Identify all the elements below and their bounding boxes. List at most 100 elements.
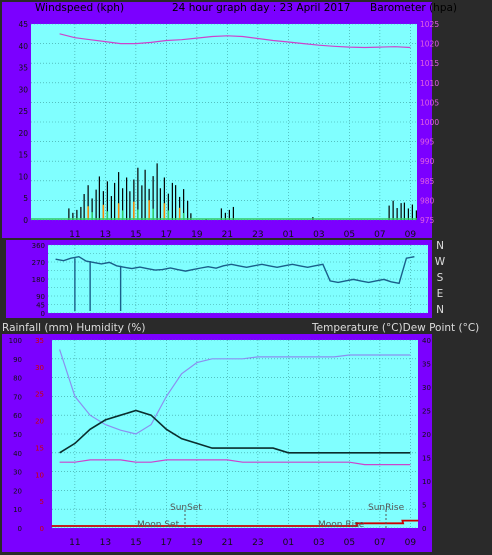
x-tick-label: 01 [283,538,294,548]
rain-tick-label: 15 [35,444,44,452]
humidity-tick-label: 60 [13,412,22,420]
temp-tick-label: 20 [422,431,431,439]
compass-label: N [436,304,444,316]
x-tick-label: 05 [344,230,355,240]
dir-tick-label: 0 [41,310,45,318]
humidity-tick-label: 30 [13,469,22,477]
baro-tick-label: 1015 [420,59,439,68]
temp-tick-label: 40 [422,337,431,345]
wind-tick-label: 15 [18,151,28,160]
temp-tick-label: 10 [422,478,431,486]
baro-tick-label: 1025 [420,20,439,29]
baro-tick-label: 1010 [420,79,439,88]
rain-tick-label: 30 [35,364,44,372]
wind-tick-label: 45 [18,20,28,29]
chart-title: 24 hour graph day : 23 April 2017 [172,2,350,14]
x-tick-label: 13 [100,230,111,240]
humidity-tick-label: 40 [13,450,22,458]
x-tick-label: 03 [313,230,324,240]
dir-tick-label: 180 [32,276,45,284]
x-tick-label: 17 [161,538,172,548]
baro-tick-label: 985 [420,177,435,186]
x-tick-label: 03 [313,538,324,548]
humidity-tick-label: 90 [13,356,22,364]
dir-tick-label: 90 [36,293,45,301]
wind-tick-label: 35 [18,64,28,73]
rainfall-line [51,519,419,527]
x-tick-label: 01 [283,230,294,240]
x-tick-label: 23 [252,230,263,240]
wind-tick-label: 0 [23,216,28,225]
temp-tick-label: 35 [422,361,431,369]
x-tick-label: 11 [69,538,80,548]
barometer-line [59,33,411,49]
wind-tick-label: 10 [18,172,28,181]
rain-humidity-label: Rainfall (mm) Humidity (%) [2,322,145,334]
x-tick-label: 07 [374,230,385,240]
temp-tick-label: 25 [422,408,431,416]
sunrise-label: SunRise [368,503,405,513]
sunset-label: SunSet [170,503,202,513]
humidity-tick-label: 10 [13,506,22,514]
dewpoint-line [59,459,411,466]
x-tick-label: 07 [374,538,385,548]
temp-tick-label: 5 [422,502,426,510]
baro-tick-label: 1000 [420,118,439,127]
temperature-line [59,409,411,454]
wind-tick-label: 5 [23,194,28,203]
x-tick-label: 19 [191,230,203,240]
humidity-tick-label: 100 [9,337,22,345]
barometer-axis-label: Barometer (hpa) [370,2,457,14]
temp-tick-label: 0 [422,525,426,533]
moonrise-label: Moon Rise [318,520,365,530]
compass-label: W [435,256,446,268]
x-tick-label: 09 [405,230,417,240]
rain-tick-label: 0 [40,525,44,533]
x-tick-label: 23 [252,538,263,548]
humidity-tick-label: 70 [13,393,22,401]
baro-tick-label: 1020 [420,40,439,49]
x-tick-label: 15 [130,230,141,240]
baro-tick-label: 975 [420,216,435,225]
compass-label: N [436,240,444,252]
wind-tick-label: 20 [18,129,28,138]
wind-tick-label: 40 [18,42,28,51]
compass-label: S [437,272,444,284]
baro-tick-label: 990 [420,157,435,166]
baro-tick-label: 1005 [420,98,439,107]
x-tick-label: 21 [222,230,233,240]
x-tick-label: 13 [100,538,111,548]
baro-tick-label: 980 [420,196,435,205]
chart-marks: 0510152025303540459759809859909951000100… [9,20,446,548]
humidity-line [59,349,411,435]
x-tick-label: 05 [344,538,355,548]
wind-direction-line [55,255,415,285]
x-tick-label: 21 [222,538,233,548]
temp-tick-label: 30 [422,384,431,392]
rain-tick-label: 25 [35,391,44,399]
humidity-tick-label: 0 [18,525,22,533]
grid-lines [31,23,428,529]
x-tick-label: 15 [130,538,141,548]
rain-tick-label: 20 [35,418,44,426]
x-tick-label: 11 [69,230,80,240]
humidity-tick-label: 20 [13,487,22,495]
temp-dew-label: Temperature (°C)Dew Point (°C) [311,322,479,334]
wind-tick-label: 25 [18,107,28,116]
rain-tick-label: 10 [35,471,44,479]
windspeed-axis-label: Windspeed (kph) [35,2,124,14]
x-tick-label: 17 [161,230,172,240]
wind-tick-label: 30 [18,85,28,94]
rain-tick-label: 35 [35,337,44,345]
dir-tick-label: 270 [32,259,45,267]
humidity-tick-label: 80 [13,375,22,383]
dir-tick-label: 360 [32,242,45,250]
temp-tick-label: 15 [422,455,431,463]
humidity-tick-label: 50 [13,431,22,439]
rain-tick-label: 5 [40,498,44,506]
baro-tick-label: 995 [420,138,435,147]
x-tick-label: 19 [191,538,203,548]
dir-tick-label: 45 [36,302,45,310]
moonset-label: Moon Set [137,520,180,530]
